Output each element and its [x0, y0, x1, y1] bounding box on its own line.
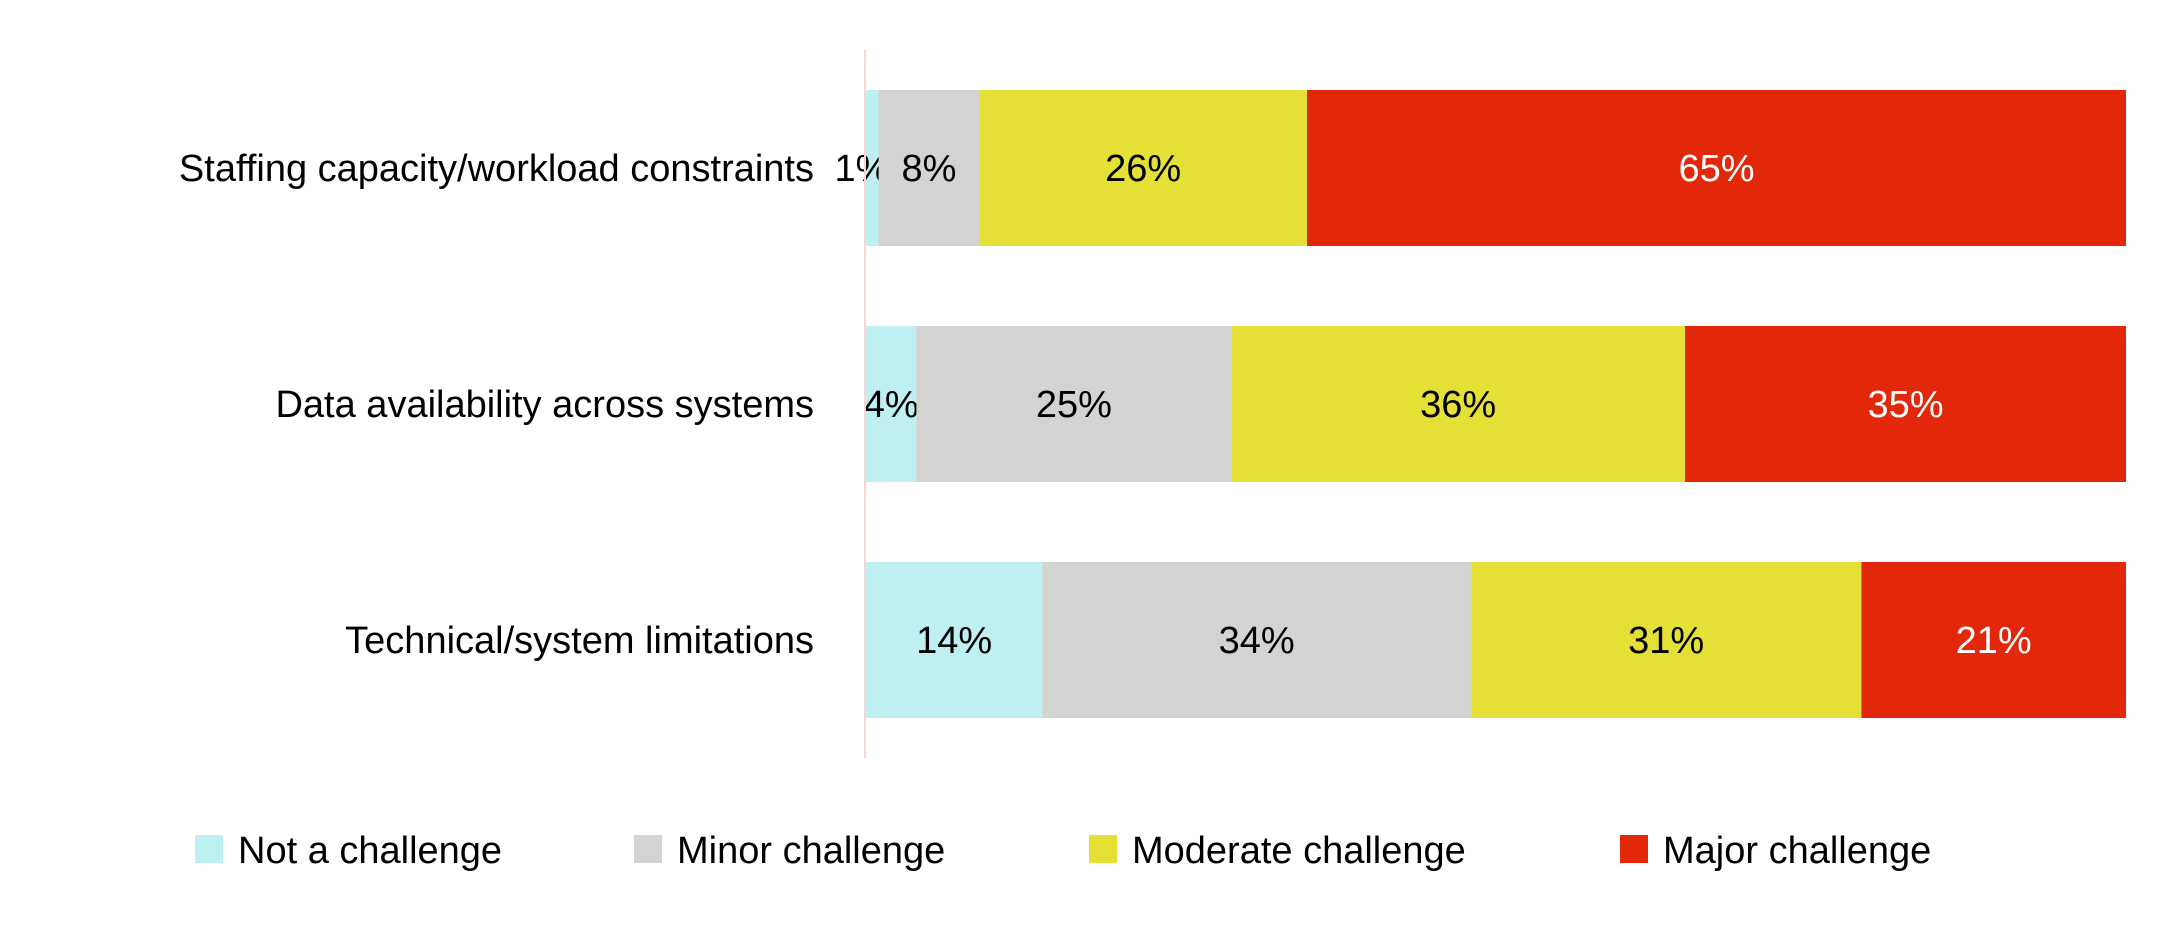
legend-swatch — [1089, 835, 1117, 863]
data-label: 4% — [864, 384, 919, 426]
bar-segment-moderate-challenge — [1231, 326, 1685, 482]
legend-label: Major challenge — [1663, 830, 1931, 872]
data-label: 21% — [1956, 620, 2032, 662]
data-label: 35% — [1867, 384, 1943, 426]
bar-segment-not-a-challenge — [866, 90, 879, 246]
data-label: 14% — [916, 620, 992, 662]
legend-swatch — [634, 835, 662, 863]
bar-segment-minor-challenge — [878, 90, 980, 246]
category-label: Data availability across systems — [275, 384, 814, 426]
data-label: 65% — [1678, 148, 1754, 190]
legend-label: Not a challenge — [238, 830, 502, 872]
data-label: 31% — [1628, 620, 1704, 662]
legend-label: Minor challenge — [677, 830, 945, 872]
category-label: Technical/system limitations — [345, 620, 814, 662]
data-label: 36% — [1420, 384, 1496, 426]
data-label: 25% — [1036, 384, 1112, 426]
bar-segment-not-a-challenge — [866, 326, 917, 482]
bar-segment-major-challenge — [1307, 90, 2126, 246]
bar-segment-moderate-challenge — [1470, 562, 1862, 718]
legend-label: Moderate challenge — [1132, 830, 1466, 872]
bar-segment-major-challenge — [1685, 326, 2126, 482]
bar-segment-major-challenge — [1861, 562, 2126, 718]
bar-segment-minor-challenge — [1042, 562, 1471, 718]
bar-segment-moderate-challenge — [979, 90, 1307, 246]
category-label: Staffing capacity/workload constraints — [179, 148, 814, 190]
data-label: 34% — [1219, 620, 1295, 662]
legend-swatch — [1620, 835, 1648, 863]
bar-segment-not-a-challenge — [866, 562, 1043, 718]
legend-swatch — [195, 835, 223, 863]
bar-segment-minor-challenge — [916, 326, 1232, 482]
data-label: 8% — [902, 148, 957, 190]
data-label: 26% — [1105, 148, 1181, 190]
